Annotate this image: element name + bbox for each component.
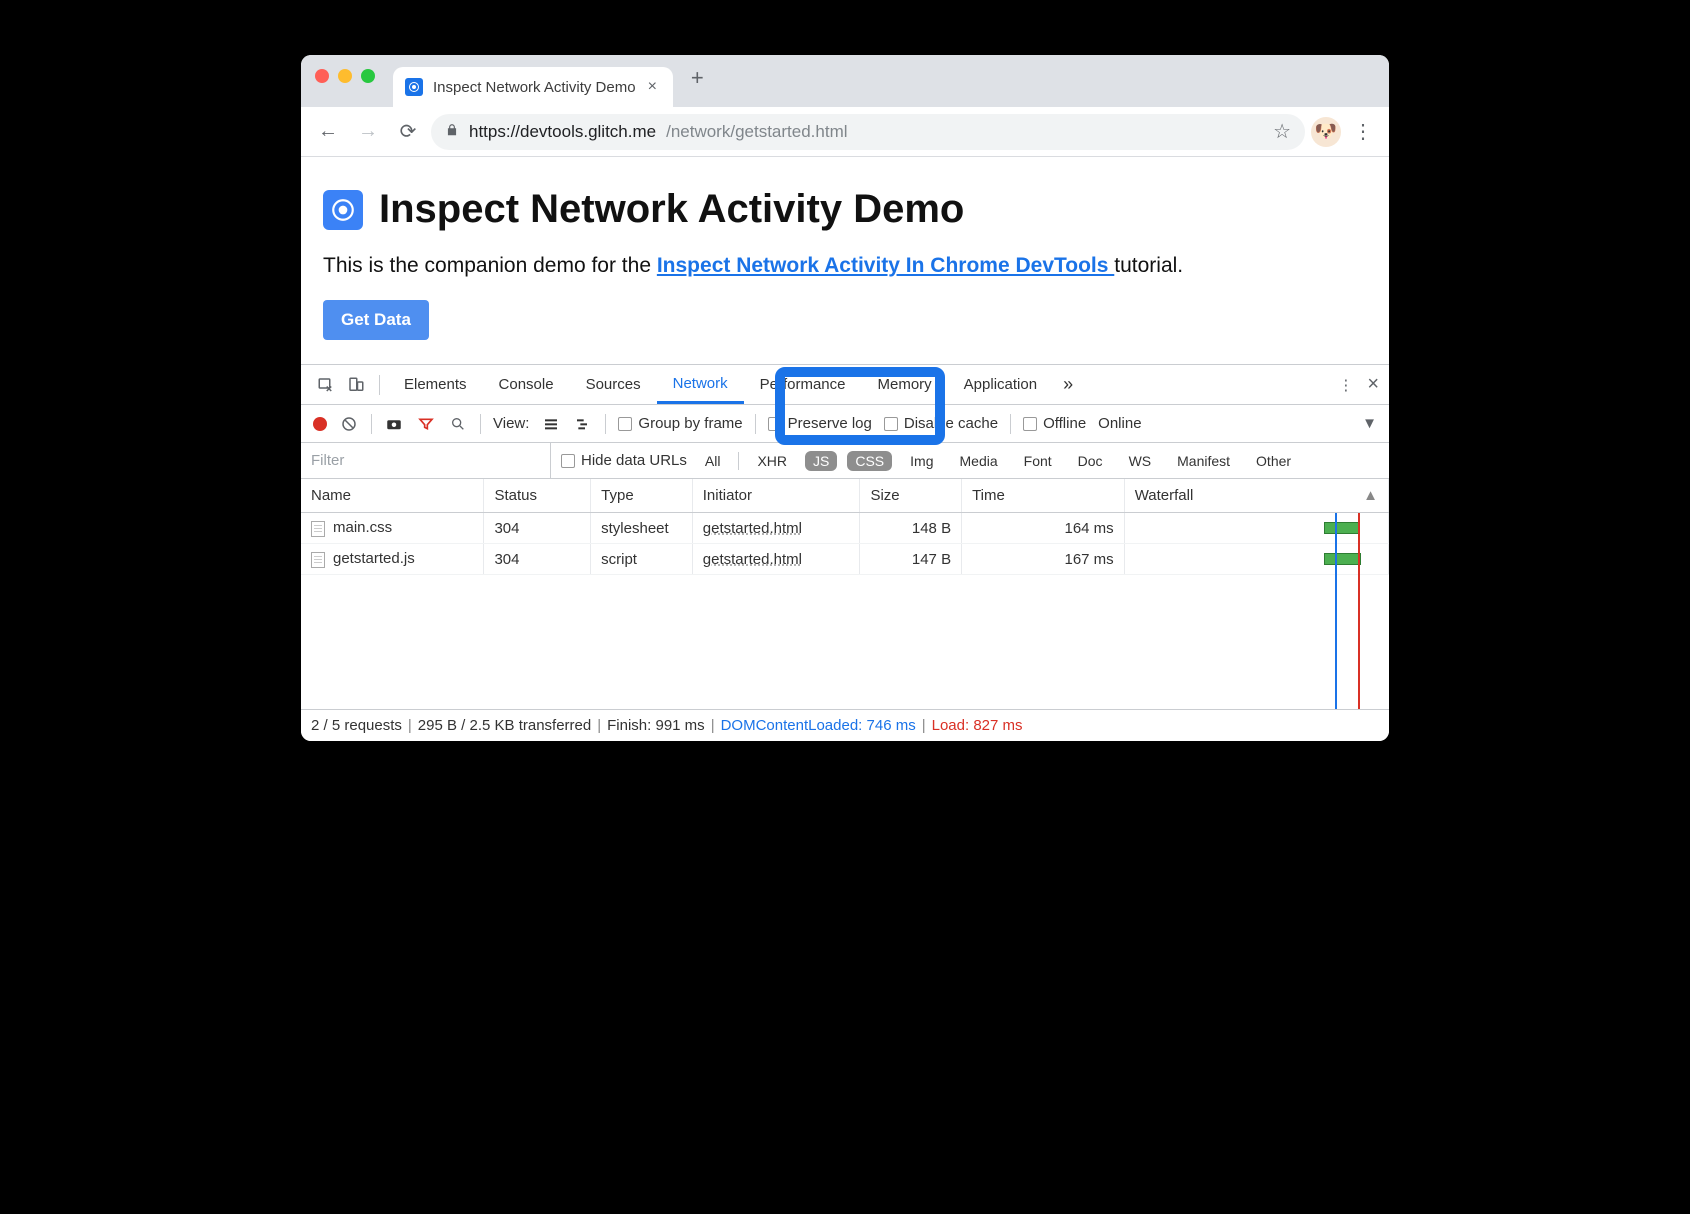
network-toolbar: View: Group by frame Preserve log Disabl…	[301, 405, 1389, 443]
back-button[interactable]: ←	[311, 115, 345, 149]
menu-button[interactable]: ⋮	[1347, 119, 1379, 144]
browser-window: Inspect Network Activity Demo × + ← → ⟳ …	[301, 55, 1389, 741]
table-row[interactable]: getstarted.js304scriptgetstarted.html147…	[301, 544, 1389, 575]
filter-type-img[interactable]: Img	[902, 451, 941, 471]
filter-type-ws[interactable]: WS	[1121, 451, 1160, 471]
hide-data-urls-checkbox[interactable]: Hide data URLs	[561, 452, 687, 469]
page-content: Inspect Network Activity Demo This is th…	[301, 157, 1389, 364]
filter-type-media[interactable]: Media	[952, 451, 1006, 471]
col-status[interactable]: Status	[484, 479, 591, 513]
sb-finish: Finish: 991 ms	[607, 717, 705, 734]
col-initiator[interactable]: Initiator	[692, 479, 860, 513]
record-icon[interactable]	[313, 417, 327, 431]
dcl-line	[1335, 513, 1337, 709]
devtools-tab-console[interactable]: Console	[483, 365, 570, 404]
devtools-menu-icon[interactable]: ⋮	[1338, 376, 1353, 394]
forward-button[interactable]: →	[351, 115, 385, 149]
col-name[interactable]: Name	[301, 479, 484, 513]
devtools: ElementsConsoleSourcesNetworkPerformance…	[301, 364, 1389, 741]
table-row[interactable]: main.css304stylesheetgetstarted.html148 …	[301, 513, 1389, 544]
browser-tab[interactable]: Inspect Network Activity Demo ×	[393, 67, 673, 107]
filter-type-doc[interactable]: Doc	[1070, 451, 1111, 471]
url-host: https://devtools.glitch.me	[469, 122, 656, 142]
filter-type-css[interactable]: CSS	[847, 451, 892, 471]
initiator-link[interactable]: getstarted.html	[703, 551, 802, 568]
close-tab-icon[interactable]: ×	[646, 78, 659, 96]
col-waterfall[interactable]: Waterfall▲	[1124, 479, 1388, 513]
preserve-log-checkbox[interactable]: Preserve log	[768, 415, 872, 432]
address-bar[interactable]: https://devtools.glitch.me/network/getst…	[431, 114, 1305, 150]
sb-load: Load: 827 ms	[932, 717, 1023, 734]
devtools-tab-memory[interactable]: Memory	[862, 365, 948, 404]
tutorial-link[interactable]: Inspect Network Activity In Chrome DevTo…	[657, 254, 1114, 277]
devtools-tab-network[interactable]: Network	[657, 365, 744, 404]
filter-bar: Hide data URLs All XHR JS CSS Img Media Font Do…	[301, 443, 1389, 479]
zoom-window-icon[interactable]	[361, 69, 375, 83]
col-size[interactable]: Size	[860, 479, 962, 513]
devtools-tabbar: ElementsConsoleSourcesNetworkPerformance…	[301, 365, 1389, 405]
new-tab-button[interactable]: +	[673, 65, 722, 91]
initiator-link[interactable]: getstarted.html	[703, 520, 802, 537]
clear-icon[interactable]	[339, 414, 359, 434]
tabs-overflow-icon[interactable]: »	[1053, 374, 1083, 395]
group-by-frame-checkbox[interactable]: Group by frame	[618, 415, 742, 432]
sb-transferred: 295 B / 2.5 KB transferred	[418, 717, 591, 734]
view-label: View:	[493, 415, 529, 432]
filter-type-all[interactable]: All	[697, 451, 729, 471]
page-title: Inspect Network Activity Demo	[379, 187, 964, 232]
offline-checkbox[interactable]: Offline	[1023, 415, 1086, 432]
get-data-button[interactable]: Get Data	[323, 300, 429, 340]
lock-icon	[445, 122, 459, 142]
requests-table-wrap: NameStatusTypeInitiatorSizeTimeWaterfall…	[301, 479, 1389, 709]
page-logo-icon	[323, 190, 363, 230]
profile-avatar[interactable]: 🐶	[1311, 117, 1341, 147]
file-icon	[311, 521, 325, 537]
online-label[interactable]: Online	[1098, 415, 1141, 432]
filter-type-manifest[interactable]: Manifest	[1169, 451, 1238, 471]
filter-type-font[interactable]: Font	[1016, 451, 1060, 471]
close-window-icon[interactable]	[315, 69, 329, 83]
requests-table: NameStatusTypeInitiatorSizeTimeWaterfall…	[301, 479, 1389, 575]
large-rows-icon[interactable]	[541, 414, 561, 434]
sb-requests: 2 / 5 requests	[311, 717, 402, 734]
titlebar: Inspect Network Activity Demo × +	[301, 55, 1389, 107]
capture-screenshots-icon[interactable]	[384, 414, 404, 434]
minimize-window-icon[interactable]	[338, 69, 352, 83]
filter-icon[interactable]	[416, 414, 436, 434]
col-time[interactable]: Time	[962, 479, 1125, 513]
devtools-tab-performance[interactable]: Performance	[744, 365, 862, 404]
device-toolbar-icon[interactable]	[341, 370, 371, 400]
devtools-tab-application[interactable]: Application	[948, 365, 1053, 404]
file-icon	[311, 552, 325, 568]
traffic-lights	[315, 69, 375, 83]
filter-input[interactable]	[301, 443, 551, 478]
favicon-icon	[405, 78, 423, 96]
filter-type-other[interactable]: Other	[1248, 451, 1299, 471]
load-line	[1358, 513, 1360, 709]
waterfall-overview-icon[interactable]	[573, 414, 593, 434]
filter-type-js[interactable]: JS	[805, 451, 837, 471]
throttling-dropdown-icon[interactable]: ▼	[1362, 415, 1377, 432]
url-path: /network/getstarted.html	[666, 122, 847, 142]
disable-cache-checkbox[interactable]: Disable cache	[884, 415, 998, 432]
reload-button[interactable]: ⟳	[391, 115, 425, 149]
bookmark-icon[interactable]: ☆	[1273, 119, 1291, 144]
col-type[interactable]: Type	[591, 479, 693, 513]
devtools-close-icon[interactable]: ×	[1367, 373, 1379, 396]
sb-dcl: DOMContentLoaded: 746 ms	[721, 717, 916, 734]
page-intro: This is the companion demo for the Inspe…	[323, 254, 1367, 278]
tab-title: Inspect Network Activity Demo	[433, 79, 636, 96]
network-statusbar: 2 / 5 requests| 295 B / 2.5 KB transferr…	[301, 709, 1389, 741]
devtools-tab-sources[interactable]: Sources	[570, 365, 657, 404]
search-icon[interactable]	[448, 414, 468, 434]
browser-toolbar: ← → ⟳ https://devtools.glitch.me/network…	[301, 107, 1389, 157]
devtools-tab-elements[interactable]: Elements	[388, 365, 483, 404]
inspect-element-icon[interactable]	[311, 370, 341, 400]
filter-type-xhr[interactable]: XHR	[749, 451, 795, 471]
network-panel: View: Group by frame Preserve log Disabl…	[301, 405, 1389, 741]
